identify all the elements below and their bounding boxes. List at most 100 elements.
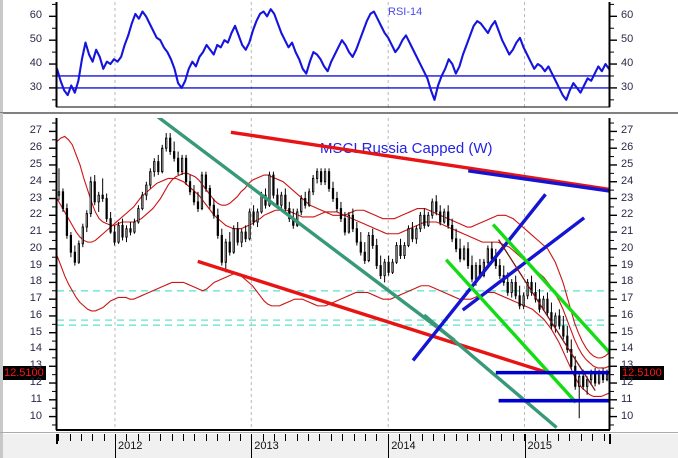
x-axis-tick <box>126 434 128 441</box>
price-ylabel-left: 13 <box>29 359 42 372</box>
x-axis-tick <box>330 434 332 441</box>
price-tag-right: 12.5100 <box>620 366 664 381</box>
trendline-red-downtrend-upper <box>230 130 609 191</box>
x-axis-year-separator-2014 <box>388 434 390 458</box>
x-axis-tick <box>512 434 514 441</box>
x-axis-tick <box>467 434 469 441</box>
x-axis-tick <box>274 434 276 441</box>
x-axis-tick <box>308 434 310 441</box>
price-ylabel-right: 15 <box>621 325 634 338</box>
trendline-green-downtrend-lower <box>444 258 578 404</box>
price-ylabel-left: 24 <box>29 174 42 187</box>
price-ylabel-left: 17 <box>29 292 42 305</box>
x-axis-tick <box>535 434 537 441</box>
xaxis-separator <box>0 432 678 433</box>
panel-separator <box>0 112 678 113</box>
rsi-ylabel-left: 60 <box>29 9 42 22</box>
price-ylabel-left: 10 <box>29 409 42 422</box>
price-tag-left: 12.5100 <box>2 366 46 381</box>
price-ylabel-left: 18 <box>29 275 42 288</box>
x-axis-tick <box>137 434 139 441</box>
x-axis-label-2012: 2012 <box>117 440 143 452</box>
price-ylabel-right: 24 <box>621 174 634 187</box>
x-axis-right-cap <box>609 434 611 444</box>
x-axis-tick <box>69 434 71 441</box>
x-axis-tick <box>149 434 151 441</box>
price-ylabel-right: 23 <box>621 191 634 204</box>
x-axis-tick <box>239 434 241 441</box>
trendline-teal-downtrend-lower <box>422 313 558 429</box>
trendline-blue-uptrend-lower <box>411 193 547 362</box>
trendline-darkred-downtrend <box>498 239 596 391</box>
price-ylabel-left: 14 <box>29 342 42 355</box>
price-ylabel-left: 16 <box>29 308 42 321</box>
price-ylabel-left: 22 <box>29 208 42 221</box>
x-axis-tick <box>558 434 560 441</box>
x-axis-year-separator-2012 <box>114 434 116 458</box>
price-ylabel-right: 26 <box>621 141 634 154</box>
price-ylabel-right: 10 <box>621 409 634 422</box>
x-axis-tick <box>410 434 412 441</box>
price-ylabel-left: 19 <box>29 258 42 271</box>
x-axis-tick <box>103 434 105 441</box>
x-axis-label-2015: 2015 <box>527 440 553 452</box>
price-ylabel-right: 14 <box>621 342 634 355</box>
price-ylabel-right: 19 <box>621 258 634 271</box>
trendline-teal-downtrend-upper <box>156 118 456 342</box>
trendline-blue-uptrend-upper <box>461 216 586 312</box>
x-axis-tick <box>546 434 548 441</box>
ohlc-bars <box>57 133 609 419</box>
trendline-green-downtrend-upper <box>491 223 609 354</box>
x-axis-tick <box>489 434 491 441</box>
rsi-ylabel-right: 30 <box>621 80 634 93</box>
rsi-indicator-label: RSI-14 <box>388 6 423 18</box>
rsi-ylabel-left: 50 <box>29 33 42 46</box>
price-ylabel-left: 15 <box>29 325 42 338</box>
rsi-line <box>57 8 609 101</box>
x-axis-tick <box>376 434 378 441</box>
price-ylabel-left: 27 <box>29 124 42 137</box>
x-axis-tick <box>421 434 423 441</box>
x-axis-tick <box>58 434 60 441</box>
rsi-ylabel-left: 30 <box>29 80 42 93</box>
x-axis-tick <box>501 434 503 441</box>
x-axis-year-separator-2013 <box>251 434 253 458</box>
x-axis-tick <box>194 434 196 441</box>
price-ylabel-left: 11 <box>30 392 42 405</box>
x-axis-tick <box>205 434 207 441</box>
x-axis-year-separator-2015 <box>524 434 526 458</box>
x-axis-tick <box>80 434 82 441</box>
x-axis-tick <box>228 434 230 441</box>
x-axis-tick <box>217 434 219 441</box>
x-axis-tick <box>433 434 435 441</box>
x-axis-tick <box>92 434 94 441</box>
x-axis-tick <box>262 434 264 441</box>
ma-line-2 <box>57 255 609 397</box>
x-axis-tick <box>171 434 173 441</box>
x-axis-tick <box>523 434 525 441</box>
trendline-red-downtrend-lower <box>197 259 552 376</box>
x-axis-tick <box>319 434 321 441</box>
x-axis-label-2014: 2014 <box>391 440 416 452</box>
rsi-ylabel-left: 40 <box>29 57 42 70</box>
price-ylabel-left: 20 <box>29 241 42 254</box>
panel-divider-top <box>0 112 678 114</box>
price-ylabel-right: 21 <box>621 225 634 238</box>
price-ylabel-right: 25 <box>621 157 634 170</box>
ma-line-0 <box>57 135 609 359</box>
x-axis-tick <box>183 434 185 441</box>
x-axis-tick <box>387 434 389 441</box>
rsi-ylabel-right: 40 <box>621 57 634 70</box>
x-axis-tick <box>160 434 162 441</box>
price-ylabel-right: 18 <box>621 275 634 288</box>
price-ylabel-left: 26 <box>29 141 42 154</box>
price-ylabel-left: 25 <box>29 157 42 170</box>
x-axis-label-2013: 2013 <box>254 440 279 452</box>
rsi-ylabel-right: 50 <box>621 33 634 46</box>
price-panel: MSCI Russia Capped (W) <box>0 116 678 434</box>
x-axis-tick <box>342 434 344 441</box>
x-axis-tick <box>399 434 400 441</box>
price-ylabel-left: 12 <box>29 376 42 389</box>
